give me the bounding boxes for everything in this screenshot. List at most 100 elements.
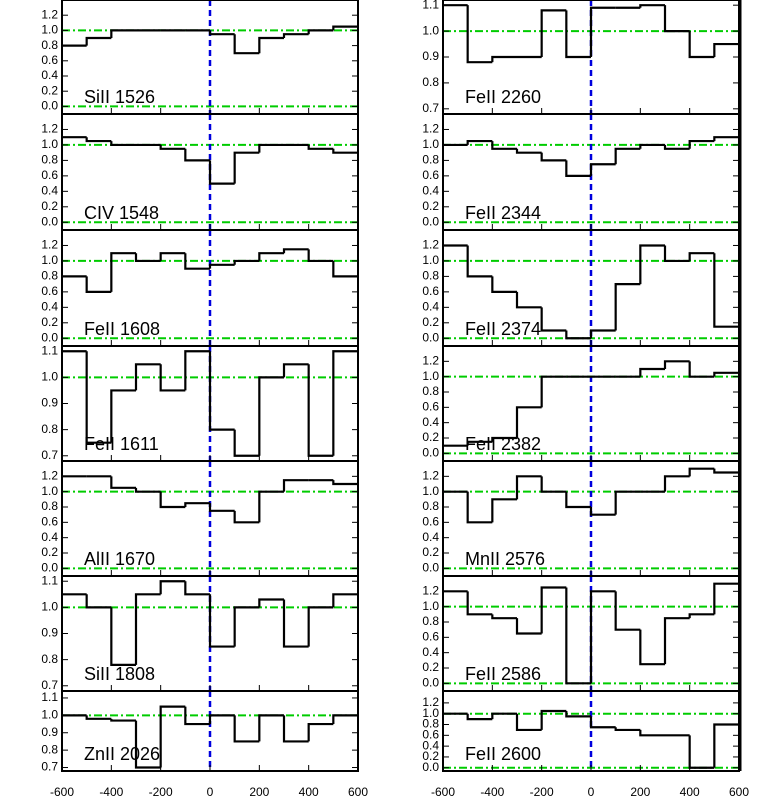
y-tick-label: 1.0: [41, 708, 58, 722]
y-tick-label: 0.8: [422, 614, 439, 628]
x-tick-label: -200: [149, 785, 173, 799]
panel-title: FeII 2600: [465, 744, 541, 764]
panel-title: FeII 2382: [465, 434, 541, 454]
y-tick-label: 0.6: [422, 284, 439, 298]
flux-step: [233, 259, 260, 265]
flux-step: [159, 144, 186, 150]
y-tick-label: 1.0: [41, 253, 58, 267]
panel-title: FeII 2374: [465, 319, 541, 339]
flux-step: [208, 503, 235, 512]
flux-step: [258, 376, 284, 456]
flux-step: [589, 329, 616, 339]
flux-step: [184, 706, 210, 726]
x-tick-label: 0: [207, 785, 214, 799]
y-tick-label: 0.8: [41, 422, 58, 436]
flux-step: [688, 613, 715, 619]
y-tick-label: 0.6: [422, 515, 439, 529]
panel: 0.7 0.8 0.9 1.0 1.1 FeII 2260: [422, 0, 742, 115]
flux-step: [565, 160, 591, 177]
panel-title: MnII 2576: [465, 549, 545, 569]
spectrum: [443, 467, 739, 524]
flux-step: [258, 598, 284, 608]
y-tick-label: 1.0: [422, 706, 439, 720]
y-tick-label: 1.0: [41, 600, 58, 614]
panel: 0.0 0.20.40.6 0.81.01.2 AlII 1670: [41, 460, 359, 577]
flux-step: [688, 467, 715, 477]
flux-step: [258, 143, 284, 153]
y-tick-label: 0.6: [41, 284, 58, 298]
flux-step: [565, 10, 591, 59]
flux-step: [491, 276, 517, 293]
panel: 0.0 0.20.40.60.81.0 1.2 SiII 1526: [41, 0, 359, 115]
flux-step: [307, 606, 334, 647]
y-tick-label: 0.2: [41, 83, 58, 97]
flux-step: [233, 606, 260, 647]
y-tick-label: 0.6: [422, 630, 439, 644]
y-tick-label: 0.4: [422, 300, 439, 314]
y-tick-label: 1.0: [422, 23, 439, 37]
flux-step: [110, 141, 136, 147]
spectrum: [443, 4, 739, 64]
y-tick-label: 0.2: [422, 545, 439, 559]
flux-step: [663, 475, 690, 492]
x-tick-label: -400: [480, 785, 504, 799]
y-tick-label: 1.0: [41, 370, 58, 384]
y-tick-label: 0.8: [422, 717, 439, 731]
flux-step: [713, 42, 739, 57]
flux-step: [208, 594, 235, 648]
flux-step: [134, 363, 161, 391]
flux-step: [466, 440, 493, 446]
y-tick-label: 0.8: [41, 652, 58, 666]
flux-step: [614, 490, 641, 515]
flux-step: [307, 144, 334, 150]
flux-step: [332, 480, 358, 486]
flux-step: [466, 713, 493, 721]
y-tick-label: 0.7: [41, 448, 58, 462]
y-tick-label: 1.2: [422, 354, 439, 368]
flux-step: [208, 714, 235, 725]
flux-step: [332, 350, 358, 456]
y-tick-label: 1.0: [422, 484, 439, 498]
x-tick-label: -400: [99, 785, 123, 799]
flux-step: [282, 715, 309, 743]
flux-step: [565, 711, 591, 718]
flux-step: [639, 244, 665, 285]
flux-step: [134, 593, 161, 665]
flux-step: [515, 406, 542, 438]
flux-step: [639, 729, 665, 737]
y-tick-label: 0.2: [422, 199, 439, 213]
flux-step: [491, 498, 517, 523]
flux-step: [713, 136, 739, 142]
flux-step: [233, 715, 260, 743]
flux-step: [515, 618, 542, 635]
flux-step: [85, 276, 112, 293]
spectrum: [62, 475, 358, 524]
y-tick-label: 0.8: [422, 499, 439, 513]
x-tick-label: 600: [729, 785, 749, 799]
y-tick-label: 1.0: [41, 484, 58, 498]
panel: 0.7 0.8 0.9 1.0 1.1 FeII 1611: [41, 343, 359, 462]
flux-step: [258, 252, 284, 261]
y-tick-label: 0.2: [422, 430, 439, 444]
y-tick-label: 0.0: [41, 214, 58, 228]
flux-step: [110, 252, 136, 292]
y-tick-label: 0.0: [422, 676, 439, 690]
spectrum: [443, 582, 739, 685]
y-tick-label: 1.2: [41, 469, 58, 483]
y-tick-label: 0.7: [41, 678, 58, 692]
y-tick-label: 0.8: [41, 153, 58, 167]
y-tick-label: 0.8: [422, 75, 439, 89]
flux-step: [515, 291, 542, 309]
flux-step: [184, 581, 210, 596]
flux-step: [85, 594, 112, 609]
y-tick-label: 1.2: [422, 695, 439, 709]
flux-step: [332, 25, 358, 31]
flux-step: [282, 248, 309, 254]
x-tick-label: 600: [348, 785, 368, 799]
flux-step: [614, 147, 641, 165]
flux-step: [282, 599, 309, 648]
panel-title: FeII 1611: [84, 434, 159, 454]
flux-step: [307, 249, 334, 263]
flux-step: [491, 712, 517, 720]
